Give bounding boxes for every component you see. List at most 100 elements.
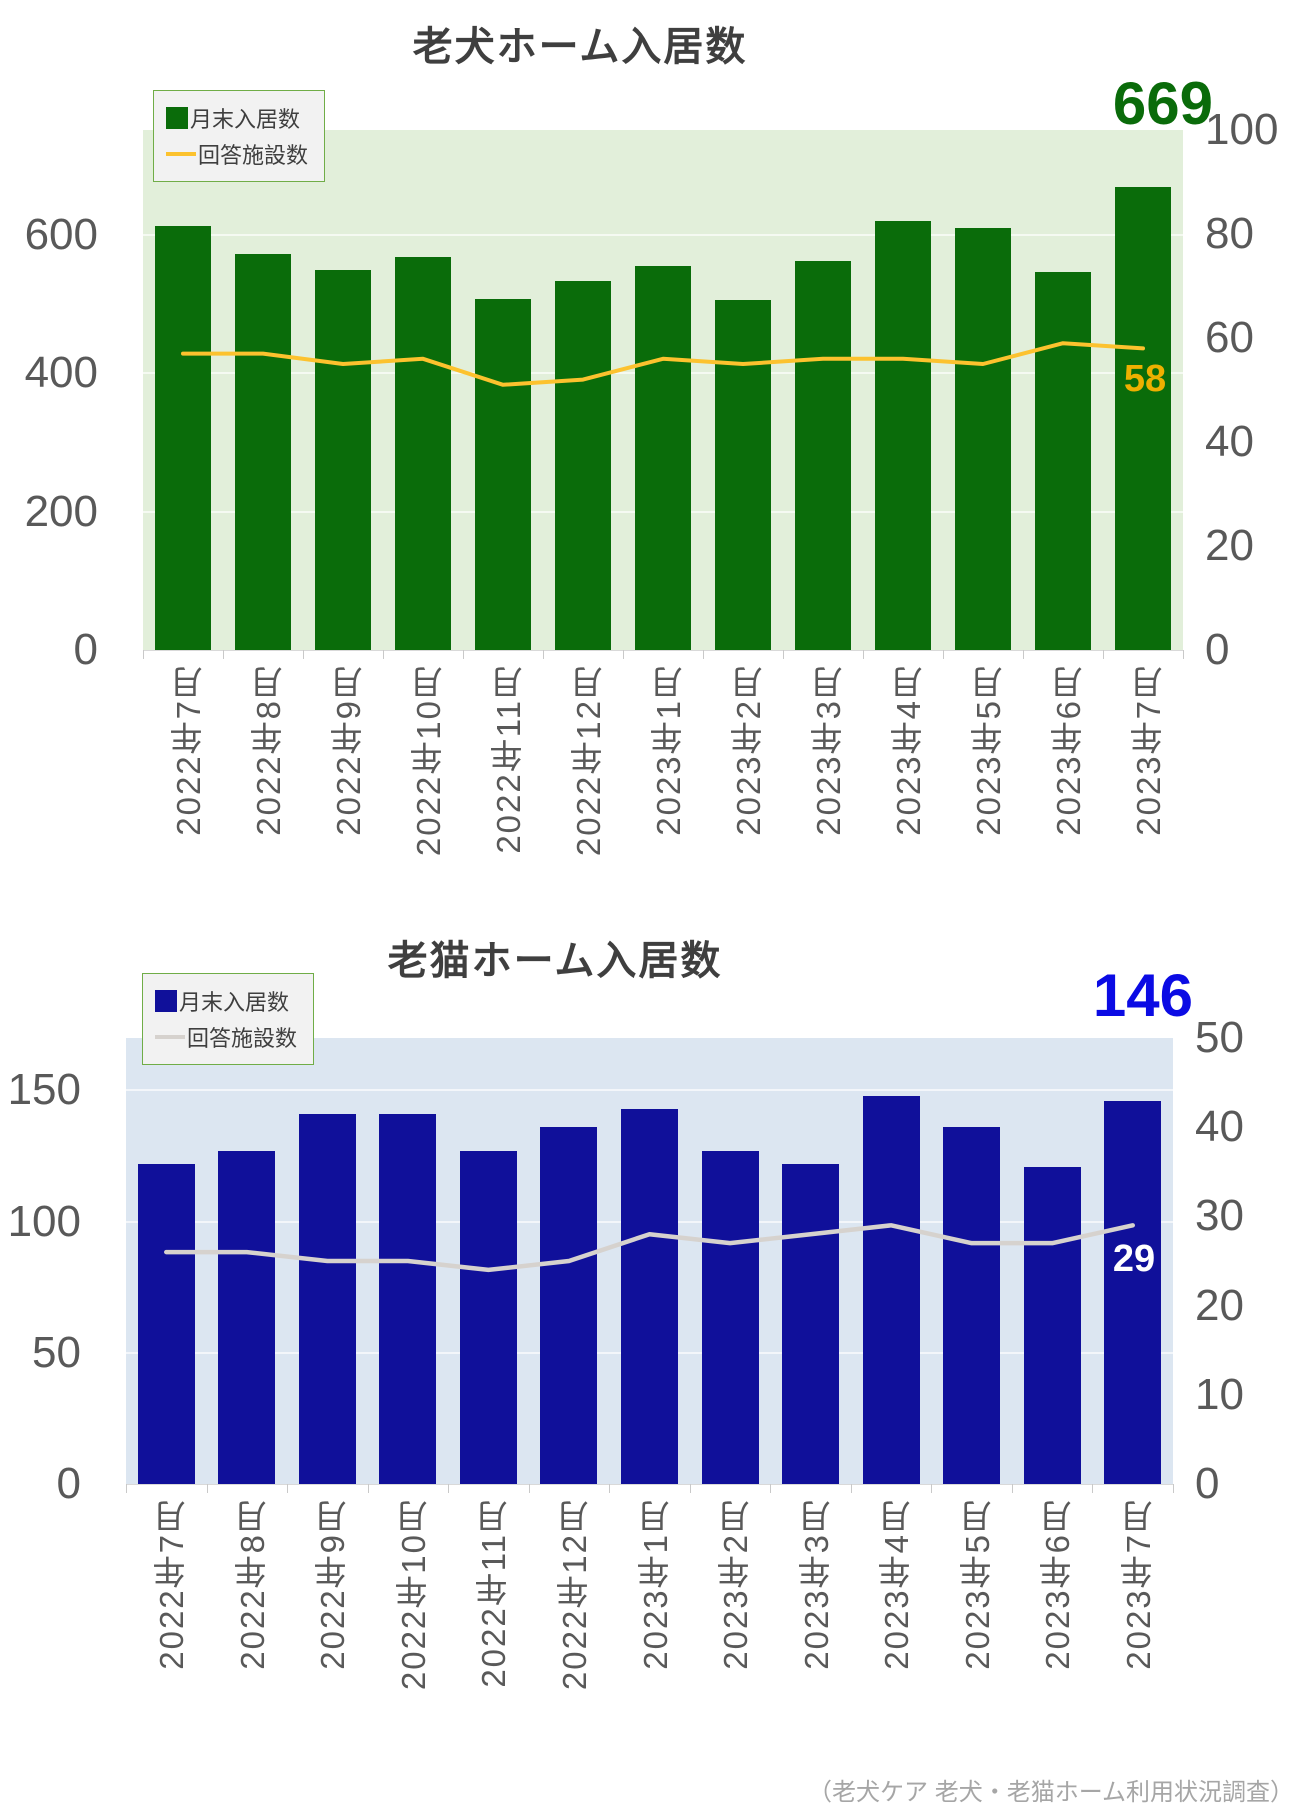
- x-axis-label: 2022年11月: [490, 664, 527, 854]
- bar-2023年7月: [1115, 187, 1171, 650]
- bar-2023年6月: [1023, 1166, 1081, 1484]
- bar-2022年10月: [379, 1114, 437, 1484]
- y-axis-label-right: 0: [1195, 1459, 1220, 1508]
- bar-swatch-icon: [166, 107, 188, 129]
- x-axis-tick: [1183, 650, 1184, 659]
- y-axis-label-left: 0: [56, 1459, 81, 1508]
- x-axis-tick: [1092, 1484, 1094, 1493]
- y-axis-label-right: 40: [1205, 417, 1254, 466]
- y-axis-label-right: 50: [1195, 1013, 1244, 1062]
- x-axis-label: 2023年3月: [810, 664, 847, 836]
- bar-2023年1月: [635, 265, 691, 650]
- legend-label-line: 回答施設数: [198, 143, 309, 168]
- bar-2022年7月: [155, 226, 211, 650]
- x-axis-tick: [463, 650, 464, 659]
- bar-2023年3月: [782, 1163, 840, 1484]
- cat-chart-title: 老猫ホーム入居数: [387, 939, 723, 983]
- x-axis-label: 2023年1月: [650, 664, 687, 836]
- x-axis-label: 2022年7月: [170, 664, 207, 836]
- y-axis-label-right: 20: [1195, 1280, 1244, 1330]
- dog-chart-plot-area: [143, 130, 1183, 651]
- bar-2022年7月: [137, 1163, 195, 1484]
- x-axis-label: 2022年7月: [153, 1498, 191, 1670]
- x-axis-tick: [143, 650, 144, 659]
- x-axis-label: 2022年9月: [314, 1498, 352, 1670]
- bar-2023年2月: [715, 300, 771, 650]
- bar-2022年10月: [395, 257, 451, 650]
- x-axis-label: 2022年10月: [410, 664, 447, 857]
- x-axis-tick: [1173, 1484, 1174, 1493]
- x-axis-tick: [1023, 650, 1024, 659]
- bar-2022年12月: [555, 280, 611, 650]
- x-axis-tick: [206, 1484, 208, 1493]
- bar-2022年8月: [235, 254, 291, 650]
- y-axis-label-left: 400: [24, 348, 98, 398]
- x-axis-tick: [528, 1484, 530, 1493]
- legend-label-bar: 月末入居数: [190, 107, 301, 132]
- cat-latest-value-callout: 146: [1092, 962, 1193, 1029]
- x-axis-label: 2023年6月: [1050, 664, 1087, 836]
- y-axis-label-left: 600: [24, 210, 98, 260]
- x-axis-tick: [943, 650, 944, 659]
- line-swatch-icon: [166, 152, 196, 156]
- x-axis-label: 2023年7月: [1130, 664, 1167, 836]
- x-axis-tick: [623, 650, 624, 659]
- x-axis-label: 2023年7月: [1119, 1498, 1157, 1670]
- x-axis-tick: [609, 1484, 611, 1493]
- x-axis-tick: [770, 1484, 772, 1493]
- x-axis-label: 2022年12月: [555, 1498, 593, 1691]
- x-axis-label: 2023年5月: [970, 664, 1007, 836]
- x-axis-label: 2022年8月: [233, 1498, 271, 1670]
- x-axis-label: 2023年3月: [797, 1498, 835, 1670]
- x-axis-label: 2022年12月: [570, 664, 607, 857]
- response-facilities-line: [181, 341, 1145, 387]
- bar-swatch-icon: [155, 990, 177, 1012]
- x-axis-label: 2023年2月: [730, 664, 767, 836]
- bar-2023年2月: [701, 1150, 759, 1484]
- y-axis-label-right: 40: [1195, 1102, 1244, 1152]
- x-axis-tick: [126, 1484, 127, 1493]
- x-axis-tick: [863, 650, 864, 659]
- legend-label-line: 回答施設数: [187, 1026, 298, 1051]
- x-axis-baseline: [126, 1484, 1173, 1485]
- x-axis-tick: [448, 1484, 450, 1493]
- dog-chart-legend: 月末入居数 回答施設数: [153, 90, 326, 182]
- y-axis-label-right: 60: [1205, 313, 1254, 362]
- x-axis-baseline: [143, 650, 1183, 651]
- bar-2023年6月: [1035, 272, 1091, 650]
- dog-line-end-value: 58: [1123, 358, 1167, 400]
- y-axis-label-right: 10: [1195, 1369, 1244, 1419]
- y-axis-label-right: 30: [1195, 1191, 1244, 1241]
- y-axis-label-left: 100: [7, 1196, 81, 1246]
- x-axis-label: 2023年1月: [636, 1498, 674, 1670]
- dog-latest-value-callout: 669: [1112, 70, 1213, 137]
- x-axis-tick: [223, 650, 224, 659]
- legend-item-line-series: 回答施設数: [155, 1019, 297, 1055]
- x-axis-tick: [850, 1484, 852, 1493]
- legend-item-line-series: 回答施設数: [166, 136, 308, 172]
- source-caption: （老犬ケア 老犬・老猫ホーム利用状況調査）: [808, 1779, 1294, 1806]
- y-axis-label-right: 100: [1205, 105, 1279, 154]
- cat-chart-legend: 月末入居数 回答施設数: [142, 973, 315, 1065]
- bar-2022年8月: [218, 1150, 276, 1484]
- bar-2023年4月: [862, 1095, 920, 1484]
- bar-2022年9月: [298, 1114, 356, 1484]
- x-axis-label: 2022年8月: [250, 664, 287, 836]
- y-axis-label-left: 50: [32, 1327, 81, 1377]
- x-axis-label: 2022年9月: [330, 664, 367, 836]
- x-axis-label: 2023年6月: [1039, 1498, 1077, 1670]
- y-axis-label-right: 80: [1205, 209, 1254, 258]
- bar-2023年5月: [955, 228, 1011, 650]
- line-swatch-icon: [155, 1035, 185, 1039]
- x-axis-label: 2022年10月: [394, 1498, 432, 1691]
- bar-2023年4月: [875, 221, 931, 650]
- y-axis-label-right: 20: [1205, 521, 1254, 570]
- x-axis-tick: [303, 650, 304, 659]
- bar-2023年1月: [621, 1108, 678, 1484]
- y-axis-label-left: 200: [24, 486, 98, 536]
- gridline: [143, 234, 1183, 237]
- bar-2023年7月: [1104, 1100, 1162, 1484]
- bar-2022年12月: [540, 1127, 598, 1484]
- legend-item-bar-series: 月末入居数: [155, 983, 297, 1019]
- bar-2022年11月: [459, 1150, 517, 1484]
